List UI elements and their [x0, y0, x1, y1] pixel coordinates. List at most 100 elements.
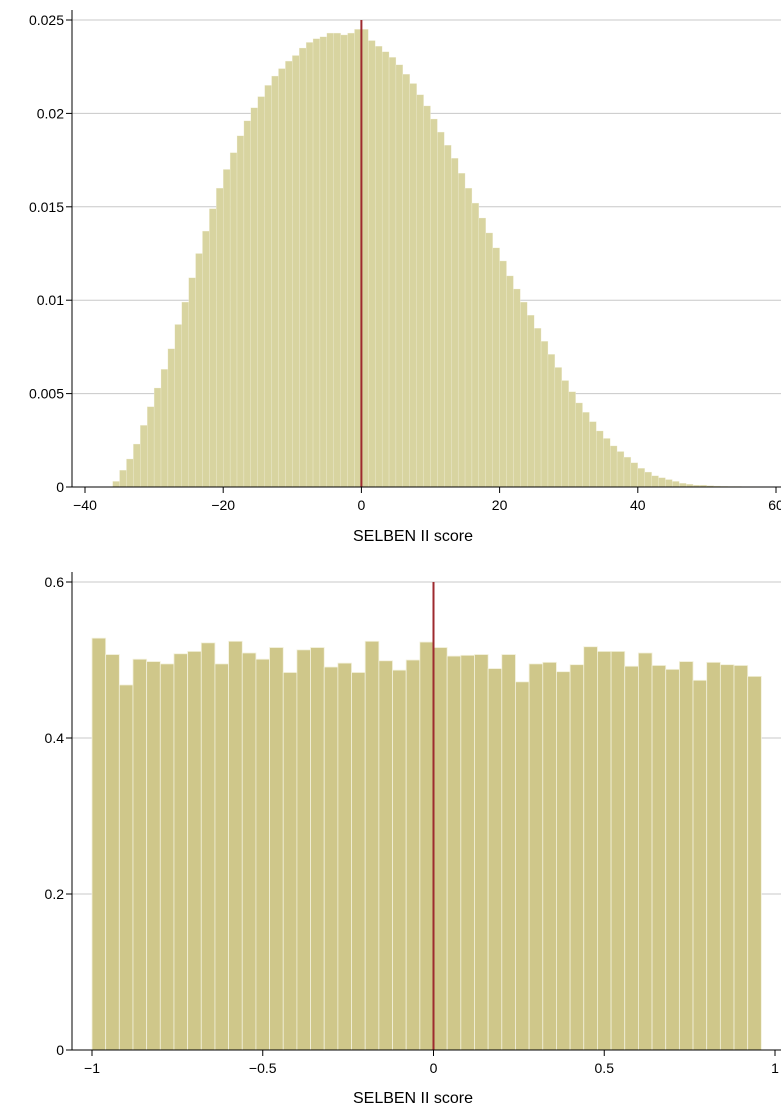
histogram-bar [214, 663, 230, 1051]
histogram-bar [678, 661, 694, 1051]
histogram-bar [499, 260, 507, 488]
histogram-bar [319, 36, 328, 488]
histogram-bar [561, 380, 569, 488]
histogram-bar [160, 369, 169, 488]
y-tick-label: 0.025 [29, 12, 64, 28]
y-tick-label: 0.2 [45, 886, 65, 902]
x-axis-title: SELBEN II score [353, 1090, 473, 1107]
histogram-bar [437, 131, 445, 488]
x-tick-label: 60 [768, 497, 781, 513]
x-tick-label: −1 [84, 1060, 100, 1076]
histogram-bar [460, 654, 475, 1051]
histogram-bar [173, 653, 189, 1051]
axes [71, 10, 781, 488]
histogram-bar [534, 328, 542, 488]
y-axis-ticks: 0 0.005 0.01 0.015 0.02 0.025 [29, 12, 72, 495]
histogram-bar [651, 475, 659, 488]
y-tick-label: 0.01 [37, 292, 64, 308]
y-tick-label: 0.4 [45, 730, 65, 746]
histogram-bar [637, 468, 645, 488]
density-chart-full-range: 0 0.005 0.01 0.015 0.02 0.025 −40 −20 0 20 40 60 S… [29, 10, 781, 545]
histogram-bar [554, 367, 562, 488]
histogram-bar [423, 105, 431, 488]
histogram-bar [167, 348, 175, 488]
histogram-bar [433, 647, 448, 1051]
x-tick-label: −40 [73, 497, 97, 513]
histogram-bar [610, 651, 626, 1051]
histogram-bar [444, 145, 452, 488]
histogram-bar [243, 120, 251, 488]
histogram-bar [430, 118, 438, 488]
histogram-bar [119, 470, 127, 488]
histogram-bar [292, 55, 300, 488]
y-tick-label: 0.6 [45, 574, 65, 590]
histogram-bar [310, 647, 325, 1051]
histogram-bar [665, 479, 673, 488]
x-tick-label: 0.5 [595, 1060, 615, 1076]
histogram-bar [299, 47, 307, 488]
histogram-bar [195, 253, 203, 488]
x-tick-label: −20 [211, 497, 235, 513]
histogram-bar [419, 641, 434, 1051]
histogram-bar [296, 649, 311, 1051]
histogram-bar [610, 445, 618, 488]
histogram-bar [181, 301, 189, 488]
histogram-bar [368, 40, 376, 488]
histogram-bar [153, 387, 162, 488]
histogram-bar [515, 681, 530, 1051]
histogram-bar [323, 666, 339, 1051]
histogram-bar [658, 477, 666, 488]
histogram-bar [112, 481, 120, 488]
x-tick-label: 0 [358, 497, 366, 513]
histogram-bar [188, 277, 196, 488]
histogram-bar [278, 68, 286, 488]
histogram-bar [347, 32, 355, 488]
x-tick-label: 20 [492, 497, 508, 513]
histogram-bar [672, 481, 680, 488]
histogram-bar [257, 96, 265, 488]
histogram-bar [187, 651, 202, 1051]
histogram-bar [638, 652, 653, 1051]
histogram-bar [527, 314, 535, 488]
histogram-bar [133, 443, 141, 488]
histogram-bar [105, 654, 120, 1051]
histogram-bar [392, 669, 407, 1051]
histogram-bar [202, 230, 210, 488]
y-tick-label: 0.005 [29, 386, 64, 402]
histogram-bar [665, 668, 680, 1051]
y-tick-label: 0.02 [37, 105, 64, 121]
histogram-bar [241, 652, 257, 1051]
histogram-bar [236, 135, 245, 488]
histogram-bar [375, 46, 383, 488]
histogram-bar [679, 483, 687, 488]
histogram-bar [603, 438, 611, 488]
histogram-bar [255, 658, 270, 1051]
histogram-bar [159, 663, 175, 1051]
histogram-bar [623, 456, 632, 488]
histogram-bar [118, 684, 134, 1051]
histogram-bar [596, 430, 604, 488]
histogram-bar [381, 51, 390, 488]
histogram-bar [126, 458, 134, 488]
axes [71, 572, 781, 1051]
histogram-bar [492, 247, 500, 488]
histogram-bar [457, 173, 466, 488]
histogram-bar [506, 275, 514, 488]
histogram-bar [228, 640, 243, 1051]
histogram-bar [487, 668, 503, 1051]
y-axis-ticks: 0 0.2 0.4 0.6 [45, 574, 72, 1058]
histogram-bar [451, 158, 459, 488]
histogram-bars [112, 29, 777, 488]
histogram-bar [575, 402, 583, 488]
histogram-bar [402, 74, 410, 488]
histogram-bar [644, 471, 652, 488]
histogram-bar [312, 38, 321, 488]
y-tick-label: 0 [56, 1042, 64, 1058]
histogram-bar [464, 187, 473, 488]
histogram-bar [91, 637, 107, 1051]
y-tick-label: 0 [56, 479, 64, 495]
histogram-bar [501, 654, 516, 1051]
histogram-bar [651, 665, 667, 1051]
histogram-bar [364, 640, 380, 1051]
